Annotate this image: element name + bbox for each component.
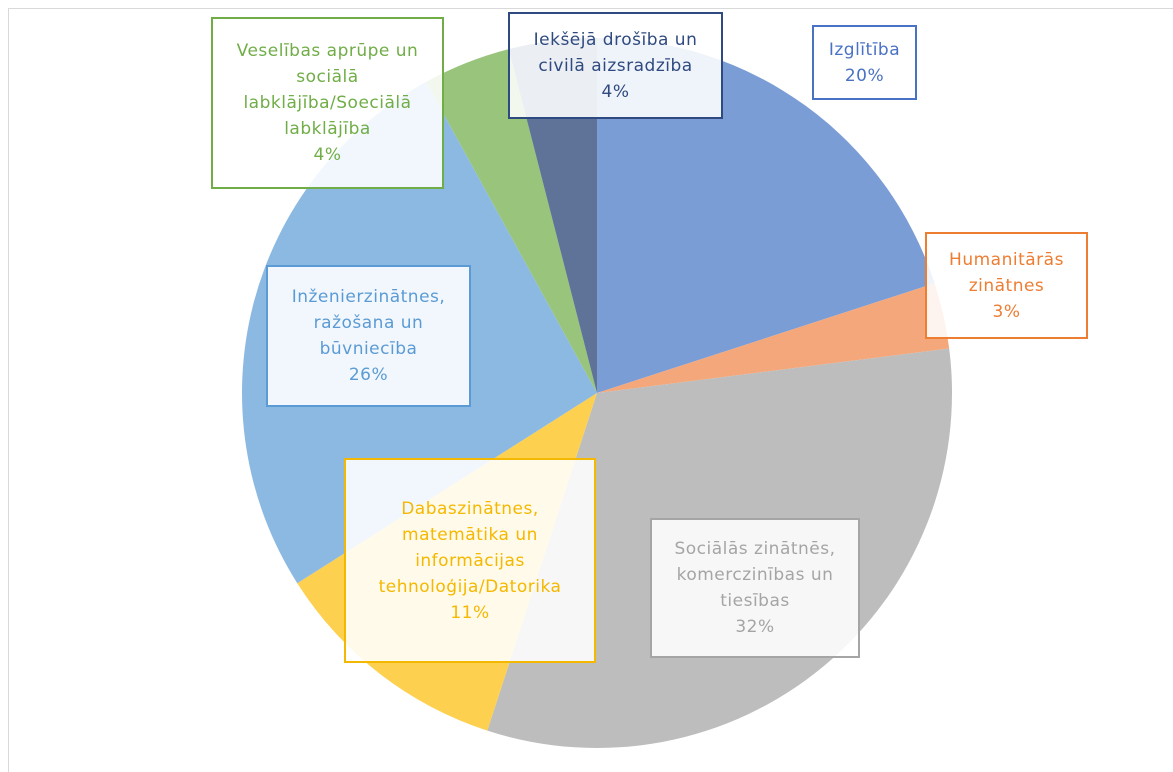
pie-slice bbox=[597, 38, 935, 393]
value-label: 26% bbox=[348, 365, 389, 385]
data-label: Sociālās zinātnēs, komerczinības un ties… bbox=[650, 518, 860, 658]
value-label: 4% bbox=[601, 81, 630, 102]
data-label: Humanitārās zinātnes 3% bbox=[925, 232, 1088, 339]
data-label: Dabaszinātnes, matemātika un informācija… bbox=[344, 458, 596, 663]
value-label: 4% bbox=[313, 145, 342, 165]
data-label: Veselības aprūpe un sociālā labklājība/S… bbox=[211, 17, 444, 189]
category-label: Humanitārās zinātnes bbox=[949, 249, 1064, 296]
value-label: 32% bbox=[735, 617, 775, 637]
data-label: Izglītība 20% bbox=[812, 25, 917, 100]
value-label: 3% bbox=[992, 301, 1021, 322]
category-label: Iekšējā drošība un civilā aizsradzība bbox=[533, 29, 698, 76]
data-label: Iekšējā drošība un civilā aizsradzība 4% bbox=[508, 12, 723, 119]
chart-frame bbox=[8, 8, 1173, 772]
pie-slice bbox=[425, 49, 597, 393]
value-label: 11% bbox=[450, 602, 490, 623]
pie-slice bbox=[508, 38, 597, 393]
category-label: Inženierzinātnes, ražošana un būvniecība bbox=[291, 287, 446, 359]
category-label: Veselības aprūpe un sociālā labklājība/S… bbox=[236, 41, 419, 139]
category-label: Dabaszinātnes, matemātika un informācija… bbox=[378, 498, 562, 597]
pie-slice bbox=[597, 283, 950, 393]
category-label: Sociālās zinātnēs, komerczinības un ties… bbox=[674, 539, 836, 611]
category-label: Izglītība bbox=[828, 39, 901, 60]
data-label: Inženierzinātnes, ražošana un būvniecība… bbox=[266, 265, 471, 407]
value-label: 20% bbox=[844, 65, 885, 86]
